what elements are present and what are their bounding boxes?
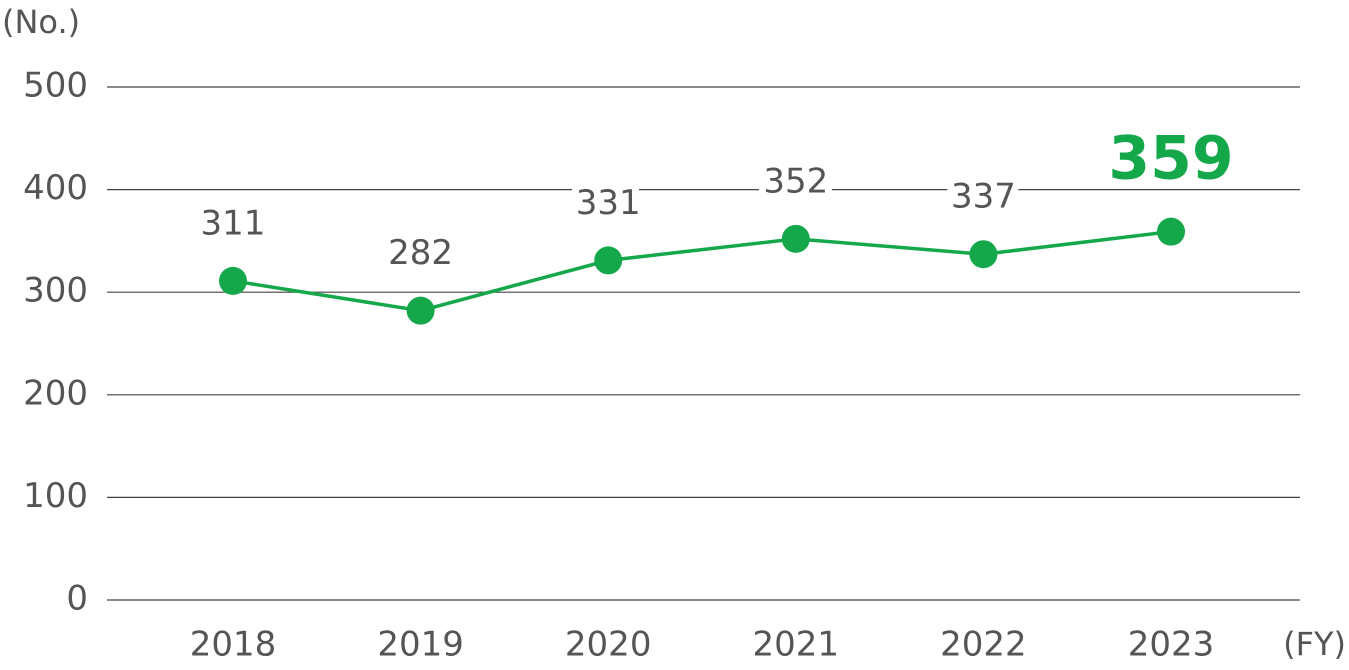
point [781, 224, 810, 253]
point [594, 246, 623, 275]
data-label: 331 [576, 183, 641, 223]
y-tick-label: 500 [23, 66, 88, 106]
x-tick-label: 2022 [940, 625, 1027, 665]
y-tick-label: 400 [23, 168, 88, 208]
data-label: 337 [951, 177, 1016, 217]
data-label: 352 [763, 161, 828, 201]
x-axis-label: (FY) [1283, 625, 1346, 663]
point [406, 296, 435, 325]
y-axis-label: (No.) [2, 3, 80, 41]
y-tick-label: 100 [23, 476, 88, 516]
y-tick-label: 200 [23, 373, 88, 413]
y-tick-label: 0 [66, 579, 88, 619]
point [969, 240, 998, 269]
data-label: 282 [388, 233, 453, 273]
y-tick-label: 300 [23, 271, 88, 311]
data-label: 311 [201, 203, 266, 243]
line [232, 229, 1172, 313]
x-tick-label: 2021 [753, 625, 840, 665]
x-tick-label: 2018 [190, 625, 277, 665]
point [219, 266, 247, 295]
data-label: 359 [1108, 123, 1233, 193]
point [1157, 217, 1185, 246]
x-tick-label: 2023 [1128, 625, 1215, 665]
x-tick-label: 2020 [565, 625, 652, 665]
x-tick-label: 2019 [377, 625, 464, 665]
